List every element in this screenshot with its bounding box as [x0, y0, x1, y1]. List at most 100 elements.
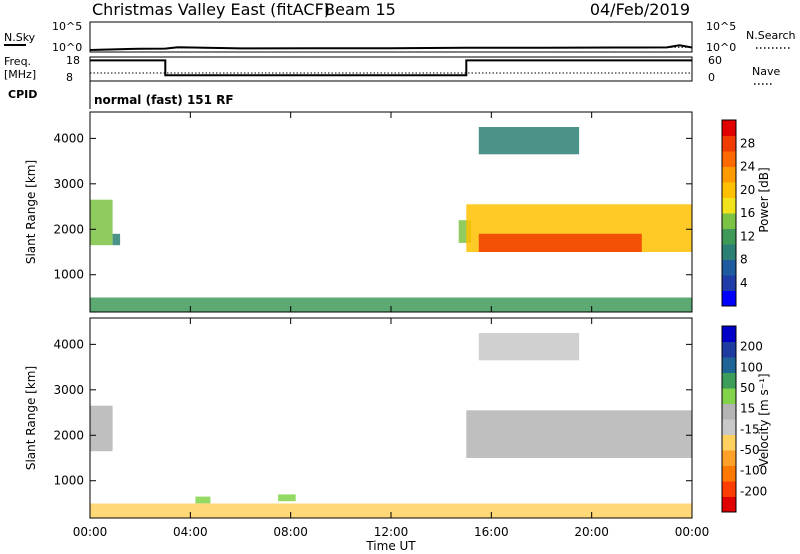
frequency-panel: Freq. [MHz] 18 8 60 0 Nave: [4, 54, 780, 85]
x-tick-label: 08:00: [273, 525, 308, 539]
colorbar-swatch: [722, 357, 736, 373]
colorbar-swatch: [722, 259, 736, 276]
velocity-y-ticks: 1000 2000 3000 4000: [53, 337, 692, 488]
nave-label: Nave: [752, 65, 780, 78]
velocity-colorbar: 200 100 50 15 -15 -50 -100 -200: [721, 325, 767, 513]
cpid-label: CPID: [8, 88, 37, 101]
velocity-region-3: [90, 503, 692, 518]
y-tick-label: 1000: [53, 474, 84, 488]
colorbar-tick-label: 16: [740, 206, 755, 220]
station-title: Christmas Valley East (fitACF): [92, 0, 330, 19]
colorbar-swatch: [722, 120, 736, 136]
power-region-4: [478, 233, 642, 252]
colorbar-tick-label: 200: [740, 340, 763, 354]
colorbar-frame: [721, 119, 737, 307]
n-search-label: N.Search: [746, 29, 796, 42]
colorbar-swatch: [722, 496, 736, 513]
colorbar-tick-label: 12: [740, 229, 755, 243]
x-tick-label: 04:00: [173, 525, 208, 539]
n-search-tick-top: 10^5: [706, 20, 736, 33]
velocity-panel: 1000 2000 3000 4000 Slant Range [km] 200 100…: [24, 317, 771, 519]
colorbar-swatch: [722, 403, 736, 420]
colorbar-swatch: [722, 326, 736, 342]
velocity-region-0: [90, 405, 113, 452]
frequency-series-line: [90, 59, 692, 77]
power-region-6: [90, 297, 692, 312]
n-sky-tick-top: 10^5: [52, 20, 82, 33]
power-y-ticks: 1000 2000 3000 4000: [53, 131, 692, 282]
x-tick-label: 16:00: [474, 525, 509, 539]
colorbar-tick-label: -15: [740, 422, 760, 436]
frequency-panel-frame: [89, 56, 693, 82]
velocity-y-axis-label: Slant Range [km]: [24, 366, 38, 470]
velocity-heatmap-cells: [90, 333, 693, 518]
colorbar-swatch: [722, 135, 736, 152]
colorbar-swatch: [722, 465, 736, 482]
power-panel: 1000 2000 3000 4000 Slant Range [km] 28 24 20…: [24, 111, 771, 313]
colorbar-tick-label: 15: [740, 402, 755, 416]
colorbar-swatch: [722, 275, 736, 291]
colorbar-swatch: [722, 434, 736, 451]
velocity-region-4: [195, 496, 211, 504]
power-colorbar: 28 24 20 16 12 8 4: [721, 119, 755, 307]
velocity-region-5: [278, 494, 296, 502]
power-colorbar-label: Power [dB]: [757, 167, 771, 232]
colorbar-tick-label: 24: [740, 160, 755, 174]
colorbar-tick-label: 100: [740, 360, 763, 374]
beam-label: Beam 15: [324, 0, 396, 19]
colorbar-swatch: [722, 481, 736, 497]
y-tick-label: 2000: [53, 428, 84, 442]
noise-panel: N.Sky 10^5 10^0 10^5 10^0 N.Search: [4, 20, 796, 54]
freq-tick-top: 18: [66, 54, 80, 67]
colorbar-swatch: [722, 450, 736, 466]
n-sky-tick-bottom: 10^0: [52, 41, 82, 54]
power-y-axis-label: Slant Range [km]: [24, 160, 38, 264]
n-sky-label: N.Sky: [4, 31, 36, 44]
nave-tick-top: 60: [708, 54, 722, 67]
power-region-0: [90, 199, 113, 246]
date-label: 04/Feb/2019: [590, 0, 690, 19]
x-tick-label: 00:00: [73, 525, 108, 539]
power-heatmap-cells: [90, 127, 693, 312]
colorbar-tick-label: 4: [740, 276, 748, 290]
x-tick-label: 20:00: [574, 525, 609, 539]
colorbar-swatch: [722, 419, 736, 435]
colorbar-tick-label: 50: [740, 381, 755, 395]
colorbar-swatch: [722, 197, 736, 214]
colorbar-swatch: [722, 341, 736, 358]
n-search-tick-bottom: 10^0: [706, 41, 736, 54]
colorbar-swatch: [722, 244, 736, 260]
colorbar-tick-label: -200: [740, 484, 767, 498]
colorbar-swatch: [722, 166, 736, 183]
velocity-region-2: [478, 333, 580, 361]
colorbar-tick-label: 20: [740, 183, 755, 197]
colorbar-tick-label: 28: [740, 136, 755, 150]
y-tick-label: 3000: [53, 177, 84, 191]
cpid-panel: CPID normal (fast) 151 RF: [8, 81, 234, 109]
colorbar-tick-label: -100: [740, 464, 767, 478]
time-axis-label: Time UT: [365, 539, 416, 553]
x-tick-label: 00:00: [675, 525, 710, 539]
y-tick-label: 1000: [53, 268, 84, 282]
cpid-program-text: normal (fast) 151 RF: [94, 93, 234, 107]
colorbar-frame: [721, 325, 737, 513]
y-tick-label: 4000: [53, 131, 84, 145]
colorbar-tick-label: 8: [740, 253, 748, 267]
velocity-region-1: [466, 410, 693, 458]
colorbar-swatch: [722, 388, 736, 404]
colorbar-tick-label: -50: [740, 443, 760, 457]
colorbar-swatch: [722, 372, 736, 389]
y-tick-label: 3000: [53, 383, 84, 397]
y-tick-label: 4000: [53, 337, 84, 351]
freq-label: Freq.: [4, 55, 31, 68]
colorbar-swatch: [722, 151, 736, 167]
power-region-5: [478, 127, 580, 155]
freq-tick-bottom: 8: [66, 71, 73, 84]
colorbar-swatch: [722, 290, 736, 307]
nave-tick-bottom: 0: [708, 71, 715, 84]
velocity-colorbar-label: Velocity [m s⁻¹]: [757, 373, 771, 466]
x-tick-label: 12:00: [374, 525, 409, 539]
n-sky-series-line: [89, 44, 693, 51]
colorbar-swatch: [722, 182, 736, 198]
